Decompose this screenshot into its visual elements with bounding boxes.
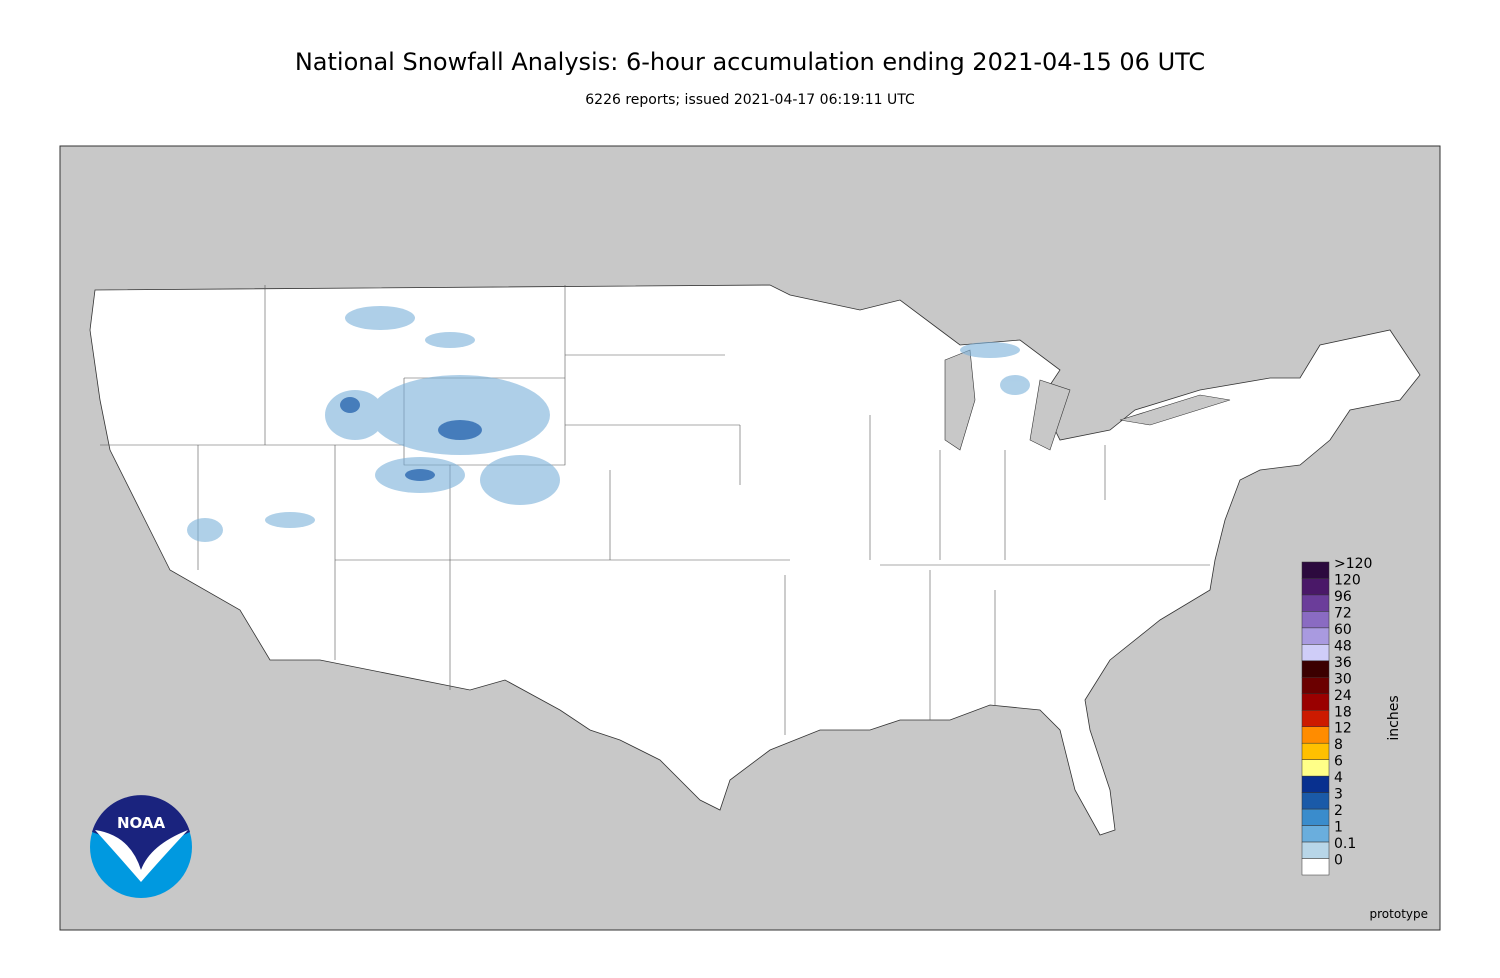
legend-swatch [1301, 627, 1330, 645]
legend-swatch [1301, 792, 1330, 810]
legend-swatch [1301, 693, 1330, 711]
legend-label: 8 [1334, 737, 1343, 753]
noaa-logo: NOAA [90, 795, 192, 898]
legend-swatch [1301, 611, 1330, 629]
footer-note: prototype [1370, 907, 1428, 921]
subtitle: 6226 reports; issued 2021-04-17 06:19:11… [585, 92, 915, 108]
snowfall-cores [340, 397, 482, 481]
legend-label: 1 [1334, 820, 1343, 836]
legend-swatch [1301, 660, 1330, 678]
legend-label: 12 [1334, 721, 1352, 737]
logo-text: NOAA [117, 814, 166, 832]
legend-label: 0 [1334, 853, 1343, 869]
legend-swatch [1301, 594, 1330, 612]
legend-label: 48 [1334, 638, 1352, 654]
legend-swatch [1301, 578, 1330, 596]
legend-swatch [1301, 561, 1330, 579]
legend-label: >120 [1334, 556, 1372, 572]
legend-swatch [1301, 677, 1330, 695]
legend-label: 96 [1334, 589, 1352, 605]
map [59, 145, 1441, 931]
legend-swatch [1301, 742, 1330, 760]
legend-swatch [1301, 726, 1330, 744]
legend-label: 2 [1334, 803, 1343, 819]
legend-label: 72 [1334, 605, 1352, 621]
legend-swatch [1301, 858, 1330, 876]
legend-title: inches [1386, 695, 1402, 740]
legend-swatch [1301, 759, 1330, 777]
legend-swatch [1301, 710, 1330, 727]
legend-label: 24 [1334, 688, 1352, 704]
legend-label: 120 [1334, 572, 1361, 588]
snowfall-areas [187, 306, 1030, 542]
legend-label: 0.1 [1334, 836, 1356, 852]
title: National Snowfall Analysis: 6-hour accum… [295, 48, 1205, 76]
legend-swatch [1301, 644, 1330, 662]
legend-label: 3 [1334, 787, 1343, 803]
legend-label: 60 [1334, 622, 1352, 638]
legend-label: 6 [1334, 754, 1343, 770]
legend-swatch [1301, 775, 1330, 793]
legend-label: 4 [1334, 770, 1343, 786]
legend-swatch [1301, 841, 1330, 859]
legend-swatch [1301, 825, 1330, 843]
legend-label: 30 [1334, 671, 1352, 687]
legend-label: 36 [1334, 655, 1352, 671]
legend-swatch [1301, 808, 1330, 826]
state-lines [100, 285, 1210, 735]
legend-label: 18 [1334, 704, 1352, 720]
